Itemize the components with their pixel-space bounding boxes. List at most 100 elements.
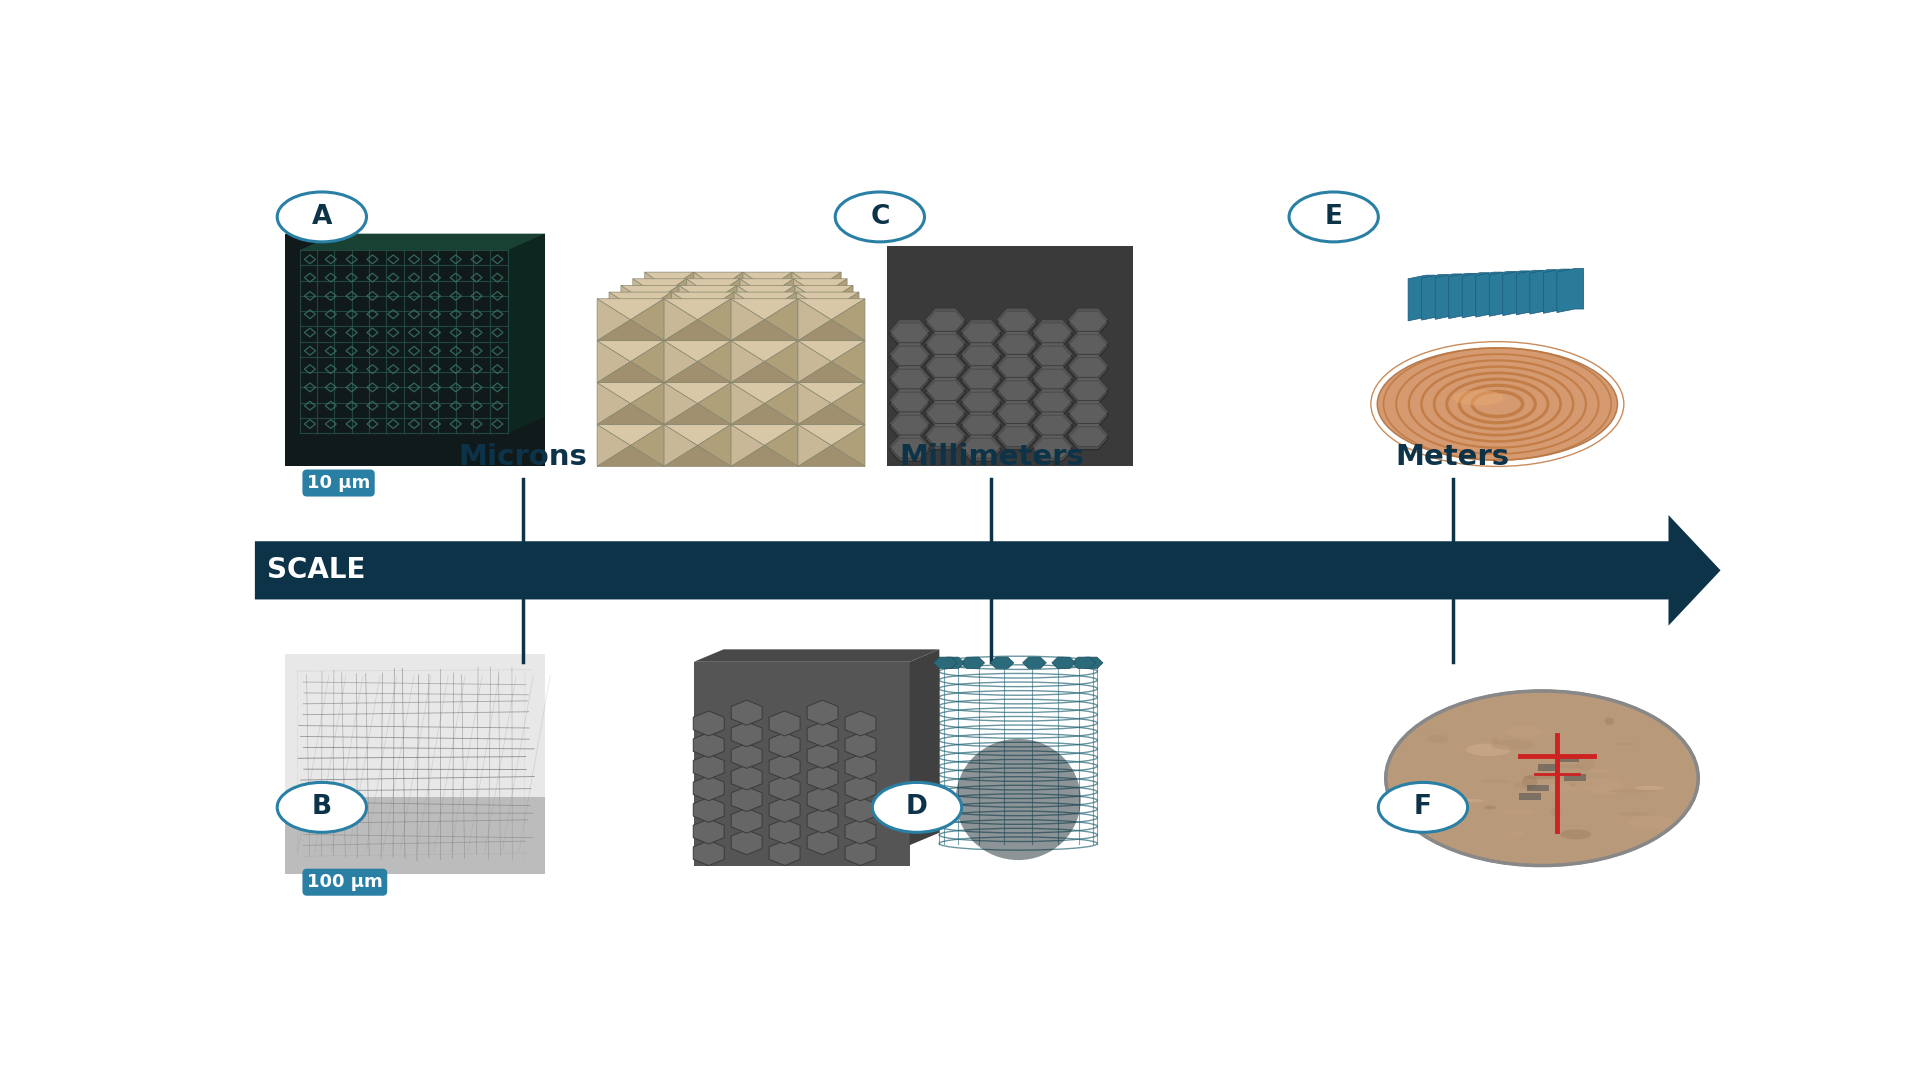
- Polygon shape: [845, 754, 876, 779]
- Polygon shape: [770, 819, 801, 843]
- Polygon shape: [925, 380, 966, 404]
- Polygon shape: [1033, 411, 1073, 435]
- Polygon shape: [925, 357, 966, 380]
- Polygon shape: [733, 332, 797, 352]
- Polygon shape: [634, 368, 687, 386]
- Polygon shape: [680, 399, 737, 418]
- Polygon shape: [733, 352, 797, 372]
- Polygon shape: [1068, 404, 1108, 427]
- Polygon shape: [693, 339, 718, 373]
- Polygon shape: [693, 306, 743, 323]
- Text: A: A: [311, 204, 332, 230]
- Polygon shape: [739, 279, 766, 314]
- Polygon shape: [795, 399, 824, 436]
- Ellipse shape: [1453, 390, 1503, 406]
- Polygon shape: [739, 314, 766, 350]
- Polygon shape: [797, 312, 858, 332]
- Polygon shape: [672, 332, 733, 352]
- Polygon shape: [680, 380, 737, 399]
- Polygon shape: [816, 306, 841, 339]
- Polygon shape: [889, 323, 929, 346]
- Polygon shape: [1068, 308, 1108, 332]
- Polygon shape: [645, 289, 693, 306]
- Polygon shape: [793, 272, 841, 289]
- Polygon shape: [732, 786, 762, 811]
- Polygon shape: [693, 373, 743, 390]
- Polygon shape: [687, 386, 739, 404]
- Polygon shape: [828, 411, 858, 451]
- Polygon shape: [768, 272, 793, 306]
- Polygon shape: [795, 323, 824, 361]
- Polygon shape: [797, 292, 858, 312]
- Polygon shape: [1421, 274, 1448, 320]
- Polygon shape: [1079, 657, 1102, 669]
- Polygon shape: [799, 424, 864, 445]
- Polygon shape: [793, 339, 816, 373]
- Polygon shape: [925, 377, 966, 401]
- Polygon shape: [960, 346, 1000, 369]
- Ellipse shape: [1513, 783, 1530, 788]
- Polygon shape: [651, 361, 680, 399]
- Text: Millimeters: Millimeters: [899, 443, 1085, 471]
- Polygon shape: [708, 285, 737, 323]
- Polygon shape: [670, 306, 693, 339]
- Polygon shape: [766, 285, 795, 323]
- Polygon shape: [793, 356, 841, 373]
- Polygon shape: [693, 797, 724, 822]
- Polygon shape: [768, 373, 793, 406]
- Polygon shape: [806, 808, 837, 833]
- Polygon shape: [766, 411, 797, 451]
- Polygon shape: [793, 314, 847, 333]
- Polygon shape: [737, 361, 795, 380]
- Polygon shape: [609, 312, 672, 332]
- Polygon shape: [672, 352, 733, 372]
- Polygon shape: [996, 401, 1037, 423]
- Polygon shape: [634, 350, 687, 368]
- Ellipse shape: [1626, 815, 1674, 829]
- Polygon shape: [743, 289, 793, 306]
- Ellipse shape: [1432, 812, 1457, 819]
- Polygon shape: [733, 392, 797, 411]
- Polygon shape: [797, 411, 828, 451]
- Polygon shape: [687, 297, 739, 314]
- Polygon shape: [664, 424, 697, 467]
- Polygon shape: [634, 333, 687, 350]
- Polygon shape: [634, 297, 687, 314]
- Polygon shape: [634, 350, 660, 386]
- Polygon shape: [737, 380, 795, 399]
- Polygon shape: [743, 306, 793, 323]
- FancyBboxPatch shape: [1557, 756, 1578, 762]
- Polygon shape: [1033, 435, 1073, 458]
- Polygon shape: [645, 306, 693, 323]
- Polygon shape: [645, 323, 693, 339]
- Polygon shape: [743, 323, 793, 339]
- Text: E: E: [1325, 204, 1342, 230]
- Polygon shape: [737, 418, 795, 436]
- Text: Microns: Microns: [459, 443, 588, 471]
- Polygon shape: [609, 332, 639, 372]
- Polygon shape: [664, 320, 732, 340]
- Polygon shape: [793, 386, 847, 404]
- Polygon shape: [795, 399, 852, 418]
- Polygon shape: [1033, 392, 1073, 415]
- Polygon shape: [889, 342, 929, 366]
- Polygon shape: [680, 342, 737, 361]
- Polygon shape: [1033, 415, 1073, 438]
- Polygon shape: [733, 411, 797, 432]
- Polygon shape: [806, 765, 837, 789]
- Polygon shape: [960, 320, 1000, 342]
- Polygon shape: [770, 732, 801, 757]
- Polygon shape: [737, 285, 795, 305]
- Polygon shape: [1068, 354, 1108, 377]
- FancyBboxPatch shape: [284, 233, 545, 467]
- Polygon shape: [960, 366, 1000, 389]
- FancyBboxPatch shape: [914, 645, 1123, 865]
- Polygon shape: [634, 386, 660, 421]
- Polygon shape: [1068, 357, 1108, 380]
- Polygon shape: [733, 372, 766, 411]
- Polygon shape: [766, 279, 793, 314]
- Polygon shape: [960, 657, 985, 669]
- Polygon shape: [597, 445, 664, 467]
- Polygon shape: [799, 320, 864, 340]
- Polygon shape: [797, 332, 858, 352]
